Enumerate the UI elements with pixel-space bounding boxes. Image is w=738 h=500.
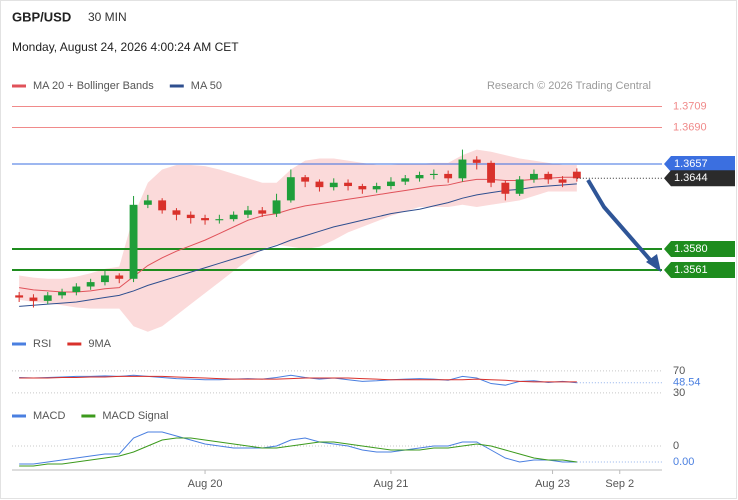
y-tick-label: 30: [673, 387, 685, 399]
candle-body: [358, 186, 367, 190]
candle-body: [544, 173, 553, 180]
timeframe: 30 MIN: [88, 10, 127, 24]
candle-body: [329, 182, 338, 188]
level-label-box: [664, 155, 735, 172]
candle-body: [201, 218, 209, 221]
x-tick-label: Sep 2: [605, 478, 634, 490]
forecast-arrow-head: [646, 254, 661, 272]
legend-label: 9MA: [88, 338, 111, 350]
candle-body: [515, 179, 524, 194]
indicator-line: [19, 431, 577, 465]
legend-label: MACD Signal: [102, 410, 168, 422]
candle-body: [129, 204, 138, 279]
candle-body: [301, 177, 310, 182]
candle-body: [372, 186, 381, 190]
last-value-label: 0.00: [673, 456, 694, 468]
legend-label: MA 50: [191, 80, 222, 92]
level-label: 1.3657: [674, 158, 708, 170]
candle-body: [501, 182, 510, 194]
candle-body: [229, 214, 238, 220]
candle-body: [444, 173, 453, 179]
level-label: 1.3561: [674, 264, 708, 276]
candle-body: [272, 200, 281, 214]
candle-body: [530, 173, 538, 180]
candle-body: [429, 173, 438, 175]
ma-line: [19, 183, 577, 307]
candle-body: [401, 178, 410, 182]
datetime: Monday, August 24, 2026 4:00:24 AM CET: [12, 40, 239, 54]
candle-body: [143, 200, 152, 205]
x-tick-label: Aug 23: [535, 478, 570, 490]
level-label: 1.3690: [673, 121, 707, 133]
candle-body: [215, 219, 224, 221]
legend-label: MA 20 + Bollinger Bands: [33, 80, 154, 92]
bollinger-band: [19, 149, 577, 332]
candle-body: [72, 286, 81, 293]
candle-body: [387, 181, 395, 187]
forecast-arrow-line: [586, 178, 654, 264]
candle-body: [487, 162, 495, 183]
ma-line: [19, 176, 577, 293]
candle-body: [86, 282, 95, 287]
candle-body: [472, 159, 481, 163]
credit: Research © 2026 Trading Central: [487, 80, 651, 92]
legend-label: RSI: [33, 338, 51, 350]
y-tick-label: 70: [673, 365, 685, 377]
symbol: GBP/USD: [12, 9, 71, 24]
x-tick-label: Aug 21: [374, 478, 409, 490]
candle-body: [186, 214, 195, 219]
y-tick-label: 0: [673, 440, 679, 452]
candle-body: [244, 210, 252, 215]
candle-body: [29, 297, 38, 301]
candle-body: [458, 159, 467, 179]
last-value-label: 48.54: [673, 377, 701, 389]
indicator-line: [19, 375, 577, 383]
candle-body: [558, 179, 567, 183]
level-label: 1.3709: [673, 100, 707, 112]
level-label-box: [664, 261, 735, 278]
last-price-label: 1.3644: [674, 172, 708, 184]
x-tick-label: Aug 20: [188, 478, 223, 490]
indicator-line: [19, 374, 577, 386]
candle-body: [415, 174, 424, 179]
candle-body: [158, 200, 167, 211]
candle-body: [344, 182, 352, 187]
candle-body: [115, 275, 124, 279]
candle-body: [15, 295, 24, 298]
last-price-label-box: [664, 170, 735, 187]
candle-body: [43, 295, 52, 301]
candle-body: [286, 177, 295, 201]
candle-body: [572, 171, 581, 179]
legend-label: MACD: [33, 410, 65, 422]
candle-body: [315, 181, 324, 188]
candle-body: [58, 292, 66, 296]
candle-body: [258, 210, 267, 214]
level-label: 1.3580: [674, 243, 708, 255]
level-label-box: [664, 240, 735, 257]
forecast-arrow: [586, 178, 661, 272]
indicator-line: [19, 437, 577, 467]
candle-body: [101, 275, 109, 283]
candle-body: [172, 210, 181, 215]
